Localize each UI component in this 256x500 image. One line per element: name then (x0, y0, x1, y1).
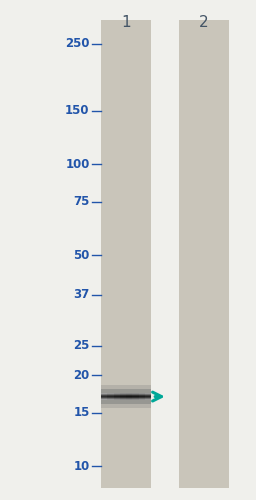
Text: 20: 20 (73, 369, 90, 382)
Bar (101, 384, 151, 408)
Text: 1: 1 (121, 15, 131, 30)
Bar (179, 20, 229, 487)
Text: 75: 75 (73, 196, 90, 208)
Text: 250: 250 (65, 38, 90, 51)
Text: 37: 37 (73, 288, 90, 301)
Text: 25: 25 (73, 340, 90, 352)
Text: 50: 50 (73, 248, 90, 262)
Bar (101, 388, 151, 404)
Bar (101, 384, 151, 408)
Text: 10: 10 (73, 460, 90, 472)
Text: 150: 150 (65, 104, 90, 118)
Text: 15: 15 (73, 406, 90, 420)
Text: 2: 2 (199, 15, 209, 30)
Bar (101, 388, 151, 404)
Bar (101, 20, 151, 487)
Text: 100: 100 (65, 158, 90, 170)
